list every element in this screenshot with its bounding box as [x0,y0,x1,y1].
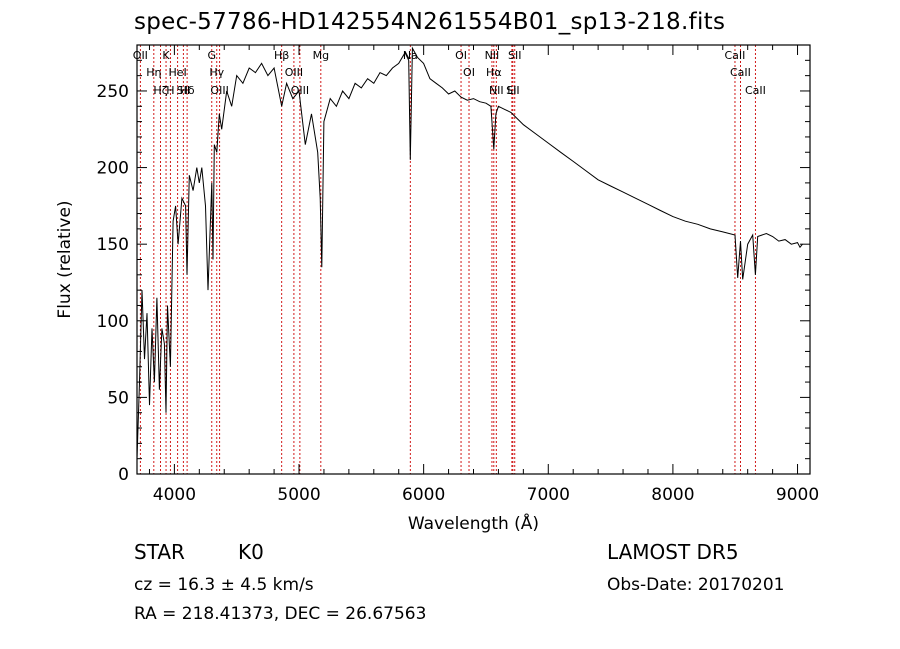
spectrum-line [136,46,803,459]
y-tick-label: 0 [118,465,129,485]
line-label: OI [455,49,467,62]
y-tick-label: 200 [97,159,129,179]
plot-frame [136,44,811,475]
line-label: CaII [725,49,746,62]
coordinates-readout: RA = 218.41373, DEC = 26.67563 [134,604,427,624]
line-label: HeI [168,66,186,79]
line-label: Hδ [180,84,195,97]
spectral-line-markers [139,45,756,474]
line-label: Na [403,49,418,62]
object-subclass: K0 [238,540,264,564]
survey-name: LAMOST DR5 [607,540,739,564]
x-tick-label: 9000 [776,485,819,505]
line-label: CaII [730,66,751,79]
observation-date: Obs-Date: 20170201 [607,575,785,595]
line-label: SII [506,84,519,97]
line-label: OIII [291,84,309,97]
x-tick-label: 6000 [402,485,445,505]
line-label: Hβ [274,49,289,62]
y-tick-label: 250 [97,82,129,102]
line-label: Hγ [209,66,224,79]
line-label: K [162,49,170,62]
chart-title: spec-57786-HD142554N261554B01_sp13-218.f… [134,9,726,35]
x-tick-label: 7000 [527,485,570,505]
line-label: OIII [285,66,303,79]
axis-ticks: 4000 5000 6000 7000 8000 9000 0 50 100 150 200 250 [97,44,819,505]
x-axis-label: Wavelength (Å) [408,512,539,534]
line-label: Hα [486,66,502,79]
x-tick-label: 8000 [651,485,694,505]
x-tick-label: 5000 [277,485,320,505]
line-label: NII [485,49,500,62]
line-label: SII [177,84,190,97]
line-label: Hη [146,66,161,79]
y-tick-label: 50 [107,388,129,408]
y-tick-label: 150 [97,235,129,255]
y-tick-label: 100 [97,312,129,332]
line-label: CaII [745,84,766,97]
line-label: G [208,49,217,62]
x-tick-label: 4000 [153,485,196,505]
line-label: OI [463,66,475,79]
line-label: NII [489,84,504,97]
line-label: OIII [210,84,228,97]
y-axis-label: Flux (relative) [55,200,75,318]
line-label: H [166,84,174,97]
object-class: STAR [134,540,185,564]
line-label: SII [508,49,521,62]
redshift-readout: cz = 16.3 ± 4.5 km/s [134,575,314,595]
line-label: Li [507,84,516,97]
line-label: Hζ [153,84,167,97]
line-label: Mg [313,49,329,62]
